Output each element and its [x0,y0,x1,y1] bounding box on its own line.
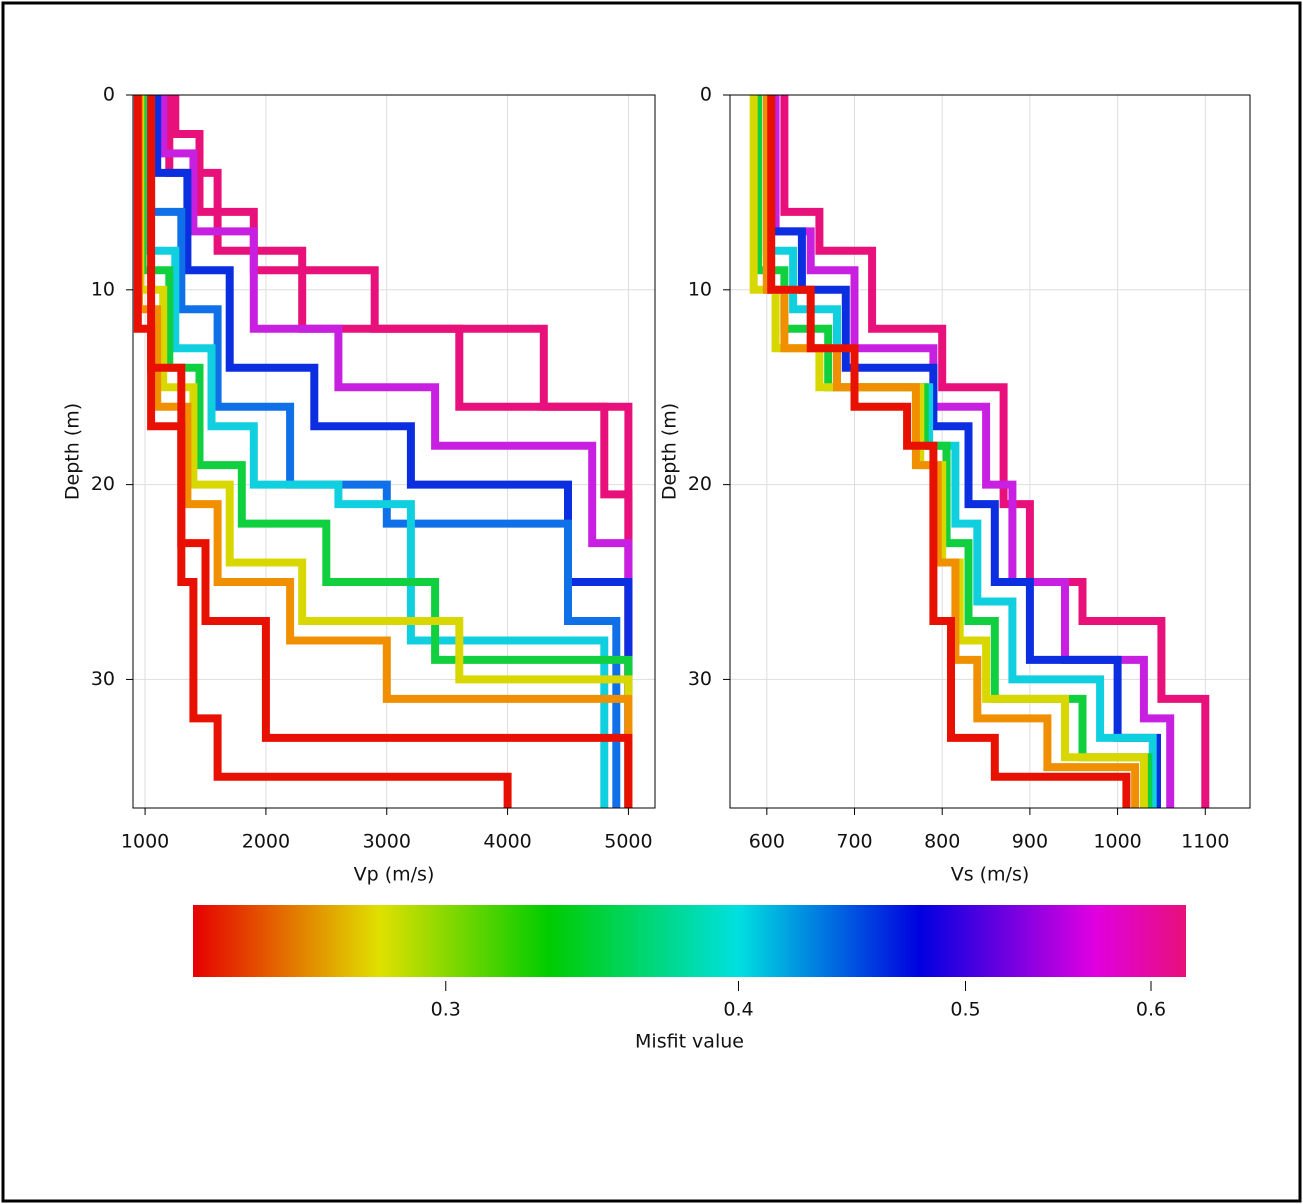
profile [147,95,621,808]
profile [138,95,633,808]
colorbar [193,905,1186,977]
x-tick-label: 5000 [604,831,652,853]
x-axis-label: Vp (m/s) [354,864,435,886]
y-tick-label: 30 [91,668,115,690]
y-tick-label: 10 [688,278,712,300]
y-tick-label: 20 [688,473,712,495]
profile [767,95,1161,808]
profiles [133,95,633,808]
x-tick-label: 600 [749,831,785,853]
x-tick-label: 1100 [1181,831,1229,853]
profile [762,95,1157,808]
y-tick-label: 0 [103,84,115,106]
y-tick-label: 20 [91,473,115,495]
x-tick-label: 0.5 [950,999,980,1021]
profile [767,95,1131,808]
profile [165,95,633,808]
plot-border [729,94,1251,809]
profile [762,95,1140,808]
x-tick-label: 800 [924,831,960,853]
profiles [749,95,1210,808]
plot-border [132,94,656,809]
x-axis-label: Misfit value [635,1031,744,1053]
x-tick-label: 0.4 [723,999,753,1021]
profile [749,95,1148,808]
y-tick-label: 0 [700,84,712,106]
x-tick-label: 1000 [1093,831,1141,853]
x-tick-label: 700 [836,831,872,853]
x-tick-label: 1000 [121,831,169,853]
x-tick-label: 900 [1012,831,1048,853]
profile [159,95,633,808]
profile [771,95,1175,808]
x-tick-label: 4000 [483,831,531,853]
x-axis-label: Vs (m/s) [951,864,1030,886]
x-tick-label: 0.3 [431,999,461,1021]
profile [147,95,512,808]
y-tick-label: 10 [91,278,115,300]
profile [136,95,633,808]
x-tick-label: 2000 [242,831,290,853]
profile [780,95,1210,808]
x-tick-label: 0.6 [1136,999,1166,1021]
x-tick-label: 3000 [363,831,411,853]
y-axis-label: Depth (m) [659,403,681,500]
profile [135,95,633,808]
y-axis-label: Depth (m) [62,403,84,500]
y-tick-label: 30 [688,668,712,690]
